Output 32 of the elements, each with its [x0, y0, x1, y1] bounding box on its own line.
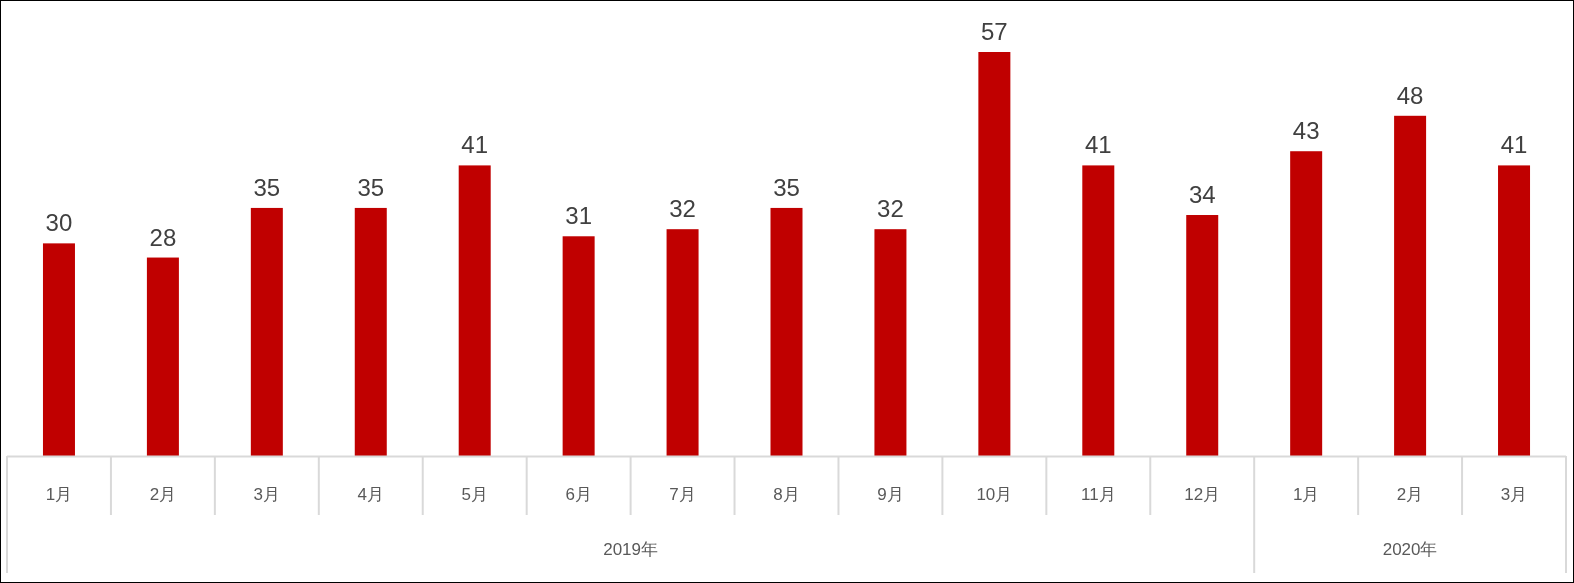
- data-label: 30: [45, 209, 73, 237]
- x-tick-label: 9月: [877, 485, 904, 504]
- data-label: 57: [981, 18, 1008, 45]
- data-label: 41: [1084, 131, 1112, 159]
- x-tick-label: 8月: [773, 485, 800, 504]
- data-label: 41: [461, 131, 489, 159]
- x-tick-label: 10月: [976, 485, 1013, 504]
- text: 2019年: [603, 540, 659, 559]
- x-tick-label: 3月: [1500, 485, 1528, 504]
- text: 2020年: [1382, 540, 1438, 559]
- data-label: 35: [357, 173, 385, 201]
- x-tick-label: 1月: [1292, 485, 1320, 504]
- x-tick-label: 7月: [669, 485, 696, 504]
- x-tick-label: 5月: [461, 485, 488, 504]
- data-label: 48: [1396, 81, 1424, 109]
- x-tick-label: 4月: [357, 485, 384, 504]
- data-label: 32: [669, 195, 696, 223]
- data-label: 35: [773, 173, 800, 201]
- data-label: 28: [149, 223, 177, 251]
- x-tick-label: 3月: [253, 485, 281, 504]
- data-label: 41: [1500, 131, 1528, 159]
- x-tick-label: 1月: [45, 485, 73, 504]
- x-tick-label: 2月: [149, 485, 177, 504]
- x-tick-label: 6月: [565, 485, 592, 504]
- data-label: 35: [253, 173, 281, 201]
- x-tick-label: 12月: [1184, 485, 1221, 504]
- data-label: 34: [1188, 181, 1216, 209]
- data-label: 31: [565, 202, 592, 230]
- data-label: 32: [877, 195, 904, 223]
- data-label: 43: [1292, 117, 1320, 145]
- x-tick-label: 11月: [1080, 485, 1116, 504]
- x-tick-label: 2月: [1396, 485, 1424, 504]
